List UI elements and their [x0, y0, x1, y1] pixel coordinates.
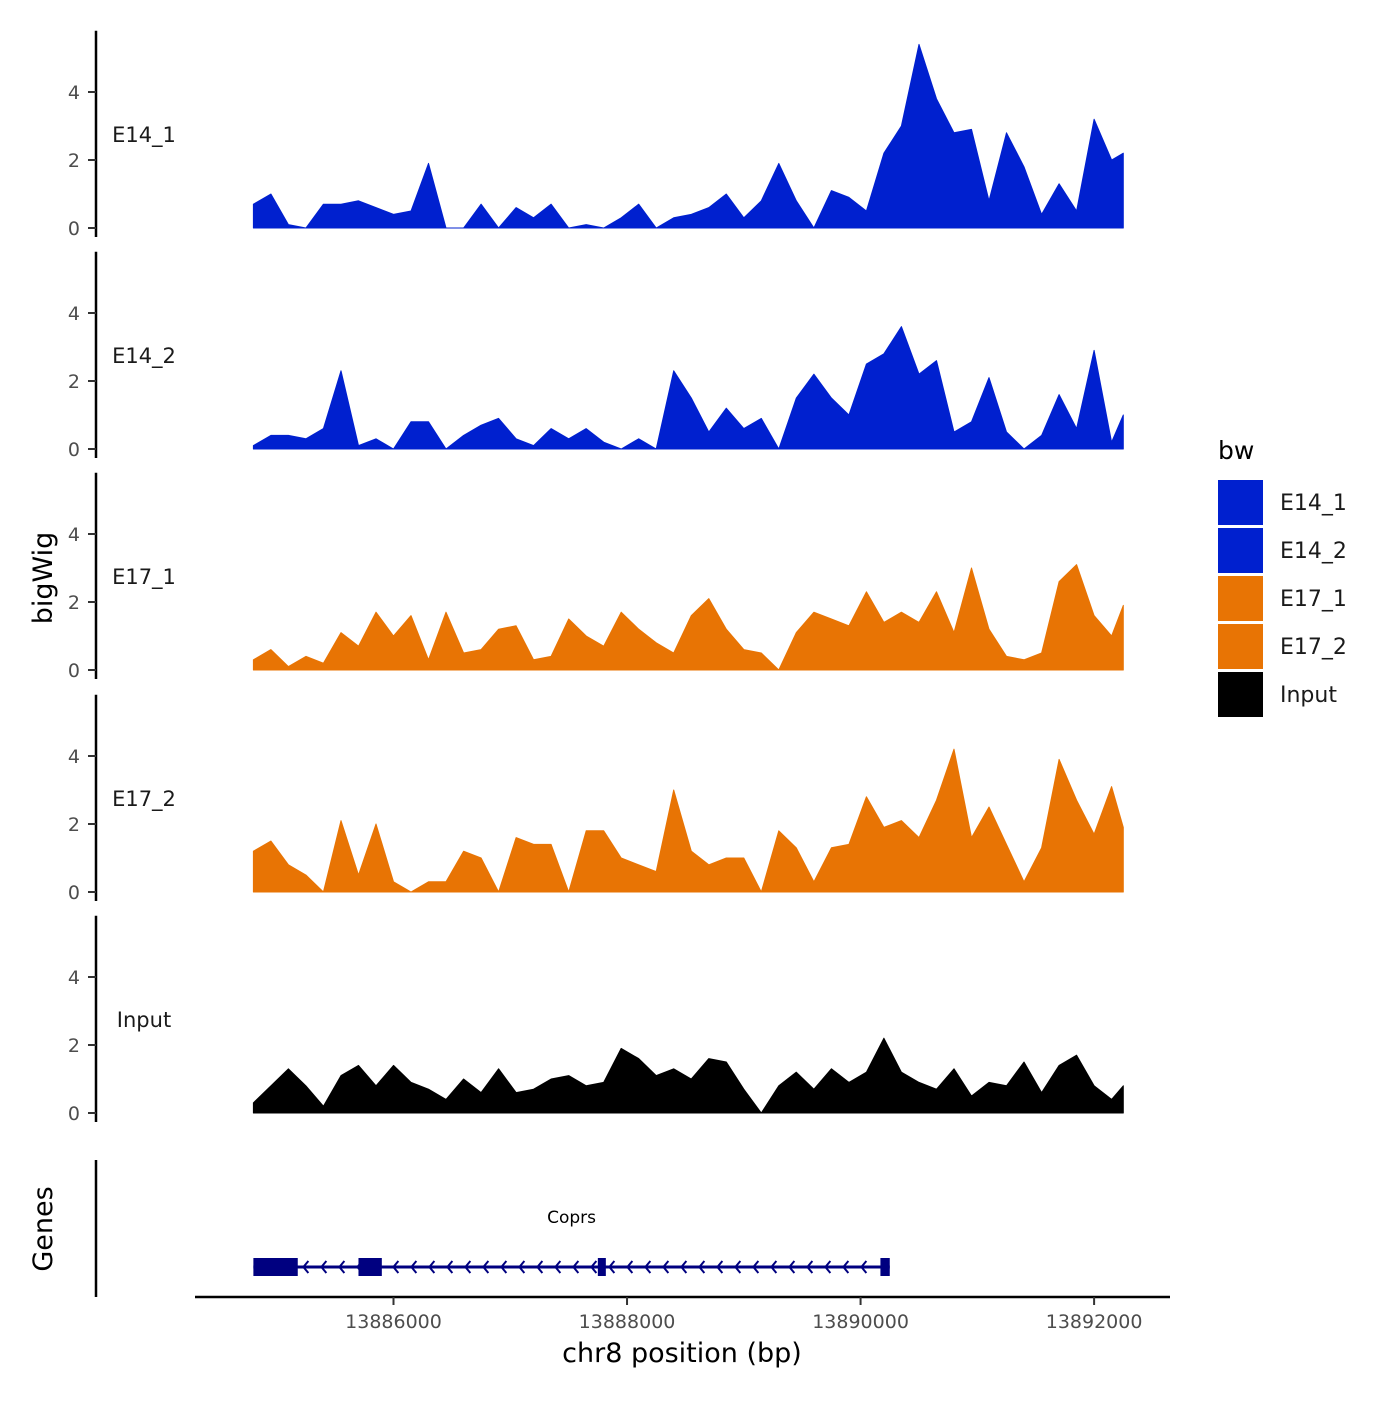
strand-chevron-icon: [824, 1260, 832, 1274]
strand-chevron-icon: [410, 1260, 418, 1274]
strand-chevron-icon: [302, 1260, 310, 1274]
y-tick-label-E17_1-0: 0: [68, 660, 80, 682]
strand-chevron-icon: [626, 1260, 634, 1274]
coverage-area-E14_2: [252, 326, 1124, 450]
legend-label-E14_2: E14_2: [1280, 539, 1347, 564]
gene-model: [253, 1258, 890, 1276]
gene-name-label: Coprs: [547, 1208, 596, 1228]
strand-chevron-icon: [842, 1260, 850, 1274]
y-tick-label-E14_1-4: 4: [68, 82, 80, 104]
strand-chevron-icon: [446, 1260, 454, 1274]
x-tick-label-13886000: 13886000: [345, 1311, 442, 1333]
y-axis-label: bigWig: [28, 532, 59, 625]
y-tick-label-E17_1-4: 4: [68, 524, 80, 546]
gene-track-label: Genes: [28, 1186, 59, 1271]
legend-label-E17_1: E17_1: [1280, 587, 1347, 612]
coverage-area-Input: [252, 1037, 1124, 1114]
track-E17_2: 0 2 4 E17_2: [68, 694, 1124, 904]
y-tick-label-E14_2-2: 2: [68, 371, 80, 393]
legend: bw E14_1 E14_2 E17_1 E17_2 Input: [1218, 436, 1347, 717]
strand-chevron-icon: [338, 1260, 346, 1274]
y-tick-label-Input-0: 0: [68, 1103, 80, 1125]
gene-exon-4: [880, 1258, 890, 1276]
strand-chevron-icon: [680, 1260, 688, 1274]
track-label-E14_2: E14_2: [112, 344, 176, 369]
y-tick-label-E14_2-4: 4: [68, 303, 80, 325]
strand-chevron-icon: [500, 1260, 508, 1274]
gene-track: Genes Coprs: [28, 1160, 890, 1297]
track-label-Input: Input: [117, 1008, 171, 1032]
x-tick-label-13888000: 13888000: [579, 1311, 676, 1333]
strand-chevron-icon: [860, 1260, 868, 1274]
x-axis: 13886000 13888000 13890000 13892000: [195, 1295, 1170, 1333]
strand-chevron-icon: [536, 1260, 544, 1274]
strand-chevron-icon: [464, 1260, 472, 1274]
track-E14_2: 0 2 4 E14_2: [68, 251, 1124, 461]
legend-title: bw: [1218, 436, 1254, 465]
coverage-area-E17_2: [252, 748, 1124, 893]
legend-swatch-E14_1: [1218, 480, 1263, 525]
strand-chevron-icon: [518, 1260, 526, 1274]
legend-swatch-E17_2: [1218, 624, 1263, 669]
track-Input: 0 2 4 Input: [68, 915, 1124, 1125]
coverage-area-E14_1: [252, 43, 1124, 229]
y-tick-label-E17_2-0: 0: [68, 882, 80, 904]
strand-chevron-icon: [392, 1260, 400, 1274]
x-tick-label-13890000: 13890000: [812, 1311, 909, 1333]
strand-chevron-icon: [320, 1260, 328, 1274]
strand-chevron-icon: [752, 1260, 760, 1274]
strand-chevron-icon: [608, 1260, 616, 1274]
track-label-E14_1: E14_1: [112, 123, 176, 148]
strand-chevron-icon: [734, 1260, 742, 1274]
x-tick-label-13892000: 13892000: [1046, 1311, 1143, 1333]
x-axis-title: chr8 position (bp): [562, 1338, 802, 1369]
y-tick-label-Input-2: 2: [68, 1035, 80, 1057]
legend-label-Input: Input: [1280, 683, 1337, 708]
y-tick-label-E14_2-0: 0: [68, 439, 80, 461]
strand-chevron-icon: [716, 1260, 724, 1274]
gene-exon-3: [597, 1258, 606, 1276]
coverage-area-E17_1: [252, 564, 1124, 671]
legend-swatch-E14_2: [1218, 528, 1263, 573]
legend-swatch-E17_1: [1218, 576, 1263, 621]
gene-exon-1: [253, 1258, 298, 1276]
track-E14_1: 0 2 4 E14_1: [68, 30, 1124, 240]
strand-chevron-icon: [644, 1260, 652, 1274]
y-tick-label-E17_1-2: 2: [68, 592, 80, 614]
strand-chevron-icon: [698, 1260, 706, 1274]
legend-label-E14_1: E14_1: [1280, 491, 1347, 516]
y-tick-label-E14_1-0: 0: [68, 218, 80, 240]
gene-exon-2: [358, 1258, 382, 1276]
strand-chevron-icon: [554, 1260, 562, 1274]
legend-label-E17_2: E17_2: [1280, 635, 1347, 660]
strand-chevron-icon: [788, 1260, 796, 1274]
y-tick-label-E17_2-2: 2: [68, 814, 80, 836]
track-label-E17_2: E17_2: [112, 787, 176, 812]
coverage-tracks: 0 2 4 E14_1 0 2 4 E14_2 0 2 4 E17_1 0 2 4 E17_2 0 2 4 Input: [68, 30, 1124, 1125]
legend-swatch-Input: [1218, 672, 1263, 717]
strand-chevron-icon: [806, 1260, 814, 1274]
y-tick-label-E17_2-4: 4: [68, 746, 80, 768]
strand-chevron-icon: [482, 1260, 490, 1274]
track-E17_1: 0 2 4 E17_1: [68, 472, 1124, 682]
strand-chevron-icon: [770, 1260, 778, 1274]
strand-chevron-icon: [572, 1260, 580, 1274]
strand-chevron-icon: [590, 1260, 598, 1274]
strand-chevron-icon: [662, 1260, 670, 1274]
y-tick-label-Input-4: 4: [68, 967, 80, 989]
strand-chevron-icon: [428, 1260, 436, 1274]
y-tick-label-E14_1-2: 2: [68, 150, 80, 172]
track-label-E17_1: E17_1: [112, 565, 176, 590]
